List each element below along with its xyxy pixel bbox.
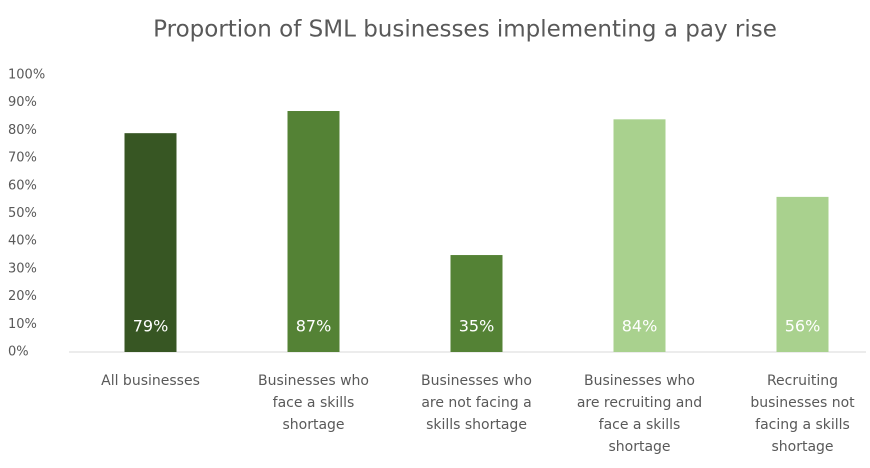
bar [613,119,666,352]
y-tick-label: 20% [8,289,37,304]
y-tick-label: 80% [8,123,37,138]
x-tick-label: Businesses who are recruiting and face a s… [577,373,702,455]
y-tick-label: 100% [8,68,45,83]
y-tick-label: 30% [8,261,37,276]
x-tick-label: Businesses who face a skills shortage [258,373,369,433]
y-tick-label: 0% [8,345,29,360]
value-label: 79% [133,317,169,336]
value-label: 87% [296,317,332,336]
bar [450,255,503,352]
chart-title: Proportion of SML businesses implementin… [153,17,777,43]
bar [776,196,829,352]
x-tick-label: Businesses who are not facing a skills sho… [421,373,532,433]
value-label: 84% [622,317,658,336]
x-tick-label: All businesses [101,373,200,389]
y-tick-label: 60% [8,178,37,193]
y-tick-label: 70% [8,151,37,166]
y-tick-label: 90% [8,95,37,110]
y-tick-label: 40% [8,234,37,249]
y-tick-label: 50% [8,206,37,221]
value-label: 56% [785,317,821,336]
bar [287,111,340,352]
y-tick-label: 10% [8,317,37,332]
value-label: 35% [459,317,495,336]
x-tick-label: Recruiting businesses not facing a skills s… [750,373,855,455]
bar [124,133,177,352]
